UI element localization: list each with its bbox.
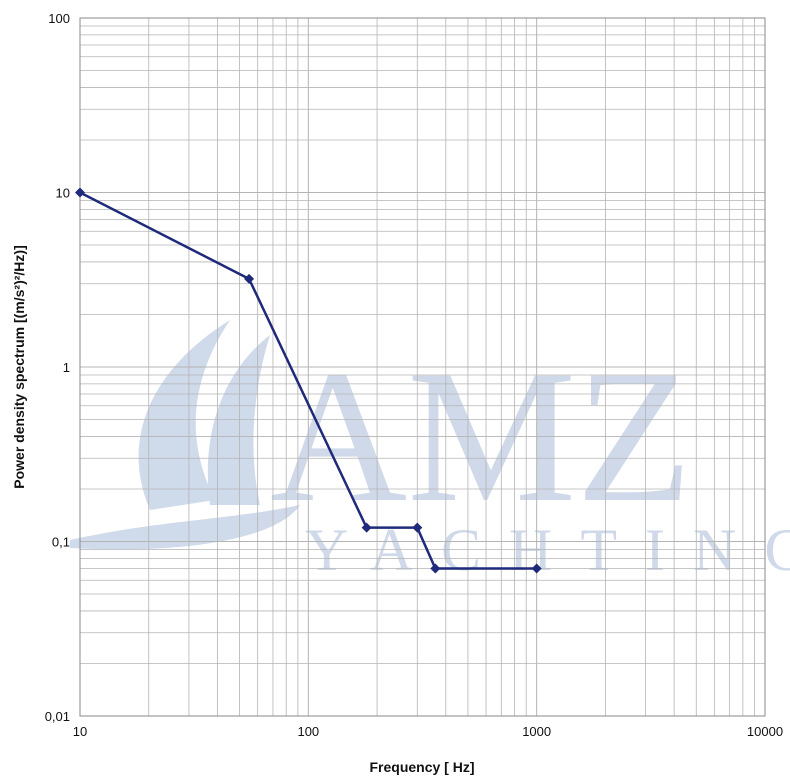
data-point-marker xyxy=(430,563,441,574)
grid xyxy=(80,18,765,716)
data-point-marker xyxy=(531,563,542,574)
data-point-marker xyxy=(75,187,85,198)
data-point-marker xyxy=(361,522,372,533)
y-axis-title: Power density spectrum [(m/s²)²/Hz)] xyxy=(11,245,27,488)
x-axis-ticks: 10 100 1000 10000 xyxy=(73,724,783,739)
y-tick-label: 10 xyxy=(56,186,70,201)
plot-frame xyxy=(79,17,766,717)
x-tick-label: 100 xyxy=(297,724,319,739)
watermark-logo-text: AMZ xyxy=(270,332,692,542)
data-point-marker xyxy=(412,522,423,533)
y-tick-label: 0,01 xyxy=(45,709,70,724)
y-tick-label: 0,1 xyxy=(52,535,70,550)
x-tick-label: 10000 xyxy=(747,724,783,739)
series-layer xyxy=(75,187,542,574)
sail-logo-shape xyxy=(70,320,300,550)
y-axis-ticks: 0,01 0,1 1 10 100 xyxy=(45,11,70,724)
data-point-marker xyxy=(244,273,255,284)
x-axis-title: Frequency [ Hz] xyxy=(369,759,474,775)
y-tick-label: 100 xyxy=(48,11,70,26)
amz-yachting-watermark: AMZ YACHTING xyxy=(70,320,790,583)
x-tick-label: 1000 xyxy=(522,724,551,739)
x-tick-label: 10 xyxy=(73,724,87,739)
y-tick-label: 1 xyxy=(63,360,70,375)
series-line xyxy=(79,191,537,570)
